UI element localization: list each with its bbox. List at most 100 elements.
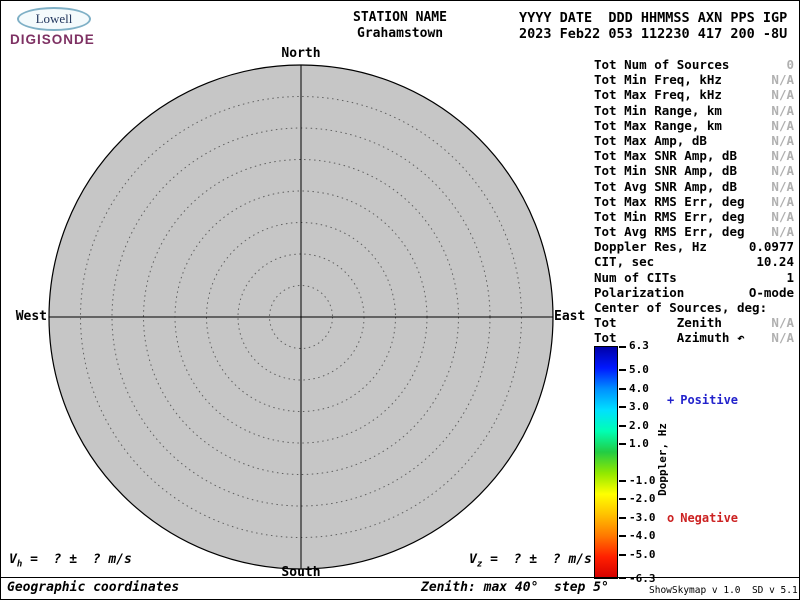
vz-value: = ? ± ? m/s: [482, 552, 592, 567]
colorbar-tick-mark: [619, 516, 626, 519]
stat-label: Center of Sources, deg:: [594, 300, 768, 315]
colorbar-tick-label: -1.0: [629, 473, 656, 487]
station-name-label: STATION NAME: [353, 10, 447, 25]
colorbar-tick-mark: [619, 553, 626, 556]
stat-label: Doppler Res, Hz: [594, 239, 707, 255]
stat-value: 1: [786, 269, 794, 285]
stat-label: Tot Max SNR Amp, dB: [594, 148, 737, 164]
colorbar-tick-label: -2.0: [629, 492, 656, 506]
vh-subscript: h: [16, 559, 23, 570]
header-fields-value: 2023 Feb22 053 112230 417 200 -8U: [519, 26, 788, 42]
vertical-velocity-readout: Vz = ? ± ? m/s: [469, 552, 592, 570]
stat-value: N/A: [771, 193, 794, 209]
colorbar-tick-label: 6.3: [629, 339, 649, 352]
colorbar-tick-mark: [619, 498, 626, 501]
stat-label: Num of CITs: [594, 269, 677, 285]
colorbar-tick-label: 3.0: [629, 400, 649, 414]
stat-label: Tot Azimuth ↶: [594, 330, 745, 346]
stat-row: Tot Azimuth ↶ N/A: [594, 330, 794, 345]
vz-subscript: z: [476, 559, 483, 570]
stat-label: Tot Min Range, km: [594, 102, 722, 118]
stat-row: Tot Max Range, km N/A: [594, 118, 794, 133]
lowell-logo: Lowell: [17, 7, 91, 31]
stat-value: N/A: [771, 72, 794, 88]
negative-marker-icon: o: [667, 511, 675, 525]
direction-label-north: North: [281, 46, 321, 61]
colorbar-tick-mark: [619, 406, 626, 409]
footer-divider: [1, 577, 799, 578]
stat-value: N/A: [771, 117, 794, 133]
zenith-scale-note: Zenith: max 40° step 5°: [421, 580, 609, 595]
stat-row: Tot Min RMS Err, deg N/A: [594, 209, 794, 224]
stat-row: CIT, sec 10.24: [594, 254, 794, 269]
stat-value: N/A: [771, 208, 794, 224]
vh-symbol: V: [9, 552, 17, 567]
station-name-value: Grahamstown: [357, 26, 444, 41]
stat-row: Polarization O-mode: [594, 285, 794, 300]
stat-value: N/A: [771, 132, 794, 148]
colorbar-gradient: [594, 346, 618, 579]
colorbar-tick-label: 2.0: [629, 418, 649, 432]
stat-row: Tot Max RMS Err, deg N/A: [594, 194, 794, 209]
stat-row: Center of Sources, deg:: [594, 300, 794, 315]
stats-panel: Tot Num of Sources 0 Tot Min Freq, kHz N/A T…: [594, 57, 794, 346]
stat-row: Tot Num of Sources 0: [594, 57, 794, 72]
stat-label: Tot Min Freq, kHz: [594, 72, 722, 88]
stat-label: Tot Max RMS Err, deg: [594, 193, 745, 209]
stat-value: 0.0977: [748, 239, 794, 255]
direction-label-east: East: [554, 309, 586, 324]
direction-label-south: South: [281, 565, 321, 580]
stat-value: N/A: [771, 178, 794, 194]
stat-label: Tot Num of Sources: [594, 57, 730, 72]
colorbar-tick-label: -3.0: [629, 510, 656, 524]
stat-value: N/A: [771, 87, 794, 103]
logo-brand-text: Lowell: [35, 11, 73, 26]
colorbar-tick-mark: [619, 346, 626, 348]
colorbar-tick-mark: [619, 443, 626, 445]
stat-value: N/A: [771, 148, 794, 164]
stat-row: Tot Max SNR Amp, dB N/A: [594, 148, 794, 163]
colorbar-tick-mark: [619, 535, 626, 538]
stat-row: Tot Avg SNR Amp, dB N/A: [594, 179, 794, 194]
app-version: ShowSkymap v 1.0 SD v 5.1: [649, 585, 798, 596]
stat-label: Tot Zenith: [594, 315, 722, 331]
stat-label: Tot Avg SNR Amp, dB: [594, 178, 737, 194]
coordinates-note: Geographic coordinates: [7, 580, 180, 595]
colorbar-tick-label: 1.0: [629, 437, 649, 450]
colorbar-tick-label: 4.0: [629, 381, 649, 395]
digisonde-wordmark: DIGISONDE: [10, 32, 95, 47]
stat-label: Tot Max Amp, dB: [594, 132, 707, 148]
legend-positive: + Positive: [667, 393, 738, 407]
stat-row: Tot Max Freq, kHz N/A: [594, 87, 794, 102]
stat-value: N/A: [771, 102, 794, 118]
stat-label: Tot Min RMS Err, deg: [594, 208, 745, 224]
stat-value: 10.24: [756, 254, 794, 270]
stat-row: Tot Min SNR Amp, dB N/A: [594, 163, 794, 178]
stat-row: Doppler Res, Hz 0.0977: [594, 239, 794, 254]
stat-label: Tot Avg RMS Err, deg: [594, 224, 745, 240]
colorbar-tick-label: 5.0: [629, 363, 649, 377]
colorbar-tick-label: -4.0: [629, 529, 656, 543]
direction-label-west: West: [15, 309, 47, 324]
stat-row: Tot Max Amp, dB N/A: [594, 133, 794, 148]
stat-value: N/A: [771, 315, 794, 331]
colorbar-tick-label: -5.0: [629, 547, 656, 561]
vz-symbol: V: [469, 552, 477, 567]
colorbar-title: Doppler, Hz: [656, 423, 669, 496]
legend-negative: o Negative: [667, 511, 738, 525]
stat-label: Tot Max Freq, kHz: [594, 87, 722, 103]
legend-positive-label: Positive: [680, 393, 739, 407]
stat-value: N/A: [771, 163, 794, 179]
colorbar-tick-mark: [619, 479, 626, 482]
stat-value: 0: [786, 57, 794, 72]
legend-negative-label: Negative: [680, 511, 739, 525]
stat-row: Tot Avg RMS Err, deg N/A: [594, 224, 794, 239]
stat-row: Num of CITs 1: [594, 270, 794, 285]
positive-marker-icon: +: [667, 393, 675, 407]
colorbar-tick-mark: [619, 369, 626, 372]
stat-value: N/A: [771, 224, 794, 240]
stat-row: Tot Min Range, km N/A: [594, 103, 794, 118]
header-fields-label: YYYY DATE DDD HHMMSS AXN PPS IGP: [519, 10, 788, 26]
stat-value: O-mode: [748, 284, 794, 300]
